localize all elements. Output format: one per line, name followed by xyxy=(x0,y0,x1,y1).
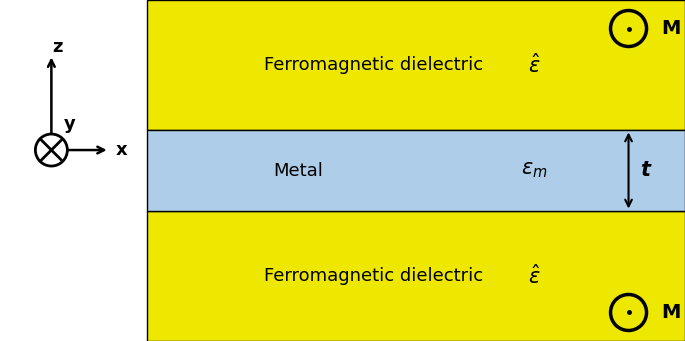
Text: $\hat{\varepsilon}$: $\hat{\varepsilon}$ xyxy=(528,264,540,288)
Text: Ferromagnetic dielectric: Ferromagnetic dielectric xyxy=(264,267,483,285)
Bar xyxy=(147,0,685,130)
Circle shape xyxy=(36,134,67,166)
Text: $\mathbf{M}$: $\mathbf{M}$ xyxy=(660,19,680,38)
Text: $\boldsymbol{t}$: $\boldsymbol{t}$ xyxy=(640,161,653,180)
Text: $\hat{\varepsilon}$: $\hat{\varepsilon}$ xyxy=(528,53,540,77)
Text: $\boldsymbol{\varepsilon_m}$: $\boldsymbol{\varepsilon_m}$ xyxy=(521,161,548,180)
Text: $\mathbf{M}$: $\mathbf{M}$ xyxy=(660,303,680,322)
Text: Ferromagnetic dielectric: Ferromagnetic dielectric xyxy=(264,56,483,74)
Text: x: x xyxy=(116,141,127,159)
Bar xyxy=(147,211,685,341)
Text: z: z xyxy=(52,38,62,56)
Text: Metal: Metal xyxy=(273,162,323,179)
Bar xyxy=(147,130,685,211)
Text: y: y xyxy=(64,115,75,133)
